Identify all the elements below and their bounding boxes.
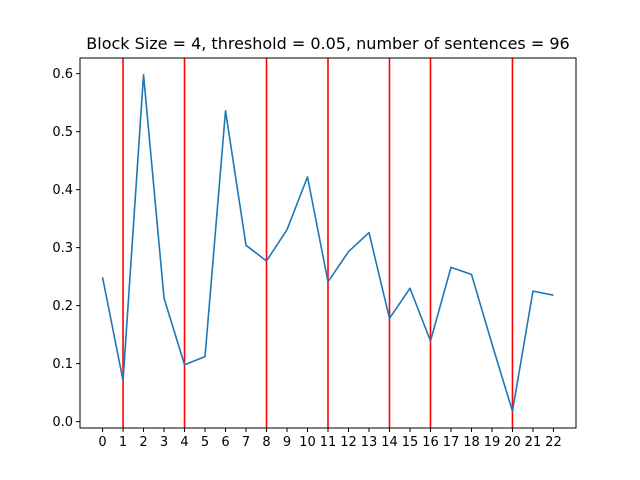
y-tick-label: 0.4 bbox=[52, 183, 73, 198]
x-tick-label: 10 bbox=[299, 435, 316, 450]
y-tick-label: 0.6 bbox=[52, 67, 73, 82]
x-axis: 0 1 2 3 4 5 6 7 8 9 10 11 12 13 14 15 16 17 18 19 20 21 22 bbox=[98, 428, 562, 450]
x-tick-label: 6 bbox=[221, 435, 229, 450]
x-tick-label: 7 bbox=[242, 435, 250, 450]
x-tick-label: 8 bbox=[262, 435, 270, 450]
x-tick-label: 14 bbox=[381, 435, 398, 450]
x-tick-label: 18 bbox=[463, 435, 480, 450]
x-tick-label: 3 bbox=[160, 435, 168, 450]
y-tick-label: 0.2 bbox=[52, 299, 73, 314]
chart-title: Block Size = 4, threshold = 0.05, number… bbox=[86, 34, 569, 53]
x-tick-label: 1 bbox=[119, 435, 127, 450]
x-tick-label: 20 bbox=[504, 435, 521, 450]
x-tick-label: 19 bbox=[484, 435, 501, 450]
series-layer bbox=[101, 74, 554, 412]
x-tick-label: 5 bbox=[201, 435, 209, 450]
x-tick-label: 11 bbox=[320, 435, 337, 450]
x-tick-label: 17 bbox=[443, 435, 460, 450]
x-tick-label: 13 bbox=[361, 435, 378, 450]
y-tick-label: 0.5 bbox=[52, 125, 73, 140]
x-tick-label: 21 bbox=[525, 435, 542, 450]
y-tick-label: 0.3 bbox=[52, 241, 73, 256]
x-tick-label: 2 bbox=[139, 435, 147, 450]
x-tick-label: 12 bbox=[340, 435, 357, 450]
y-axis: 0.0 0.1 0.2 0.3 0.4 0.5 0.6 bbox=[52, 67, 80, 430]
x-tick-label: 16 bbox=[422, 435, 439, 450]
x-tick-label: 9 bbox=[283, 435, 291, 450]
y-tick-label: 0.0 bbox=[52, 415, 73, 430]
vertical-lines-layer bbox=[122, 58, 514, 428]
y-tick-label: 0.1 bbox=[52, 357, 73, 372]
x-tick-label: 22 bbox=[545, 435, 562, 450]
x-tick-label: 15 bbox=[402, 435, 419, 450]
x-tick-label: 0 bbox=[98, 435, 106, 450]
x-tick-label: 4 bbox=[180, 435, 188, 450]
